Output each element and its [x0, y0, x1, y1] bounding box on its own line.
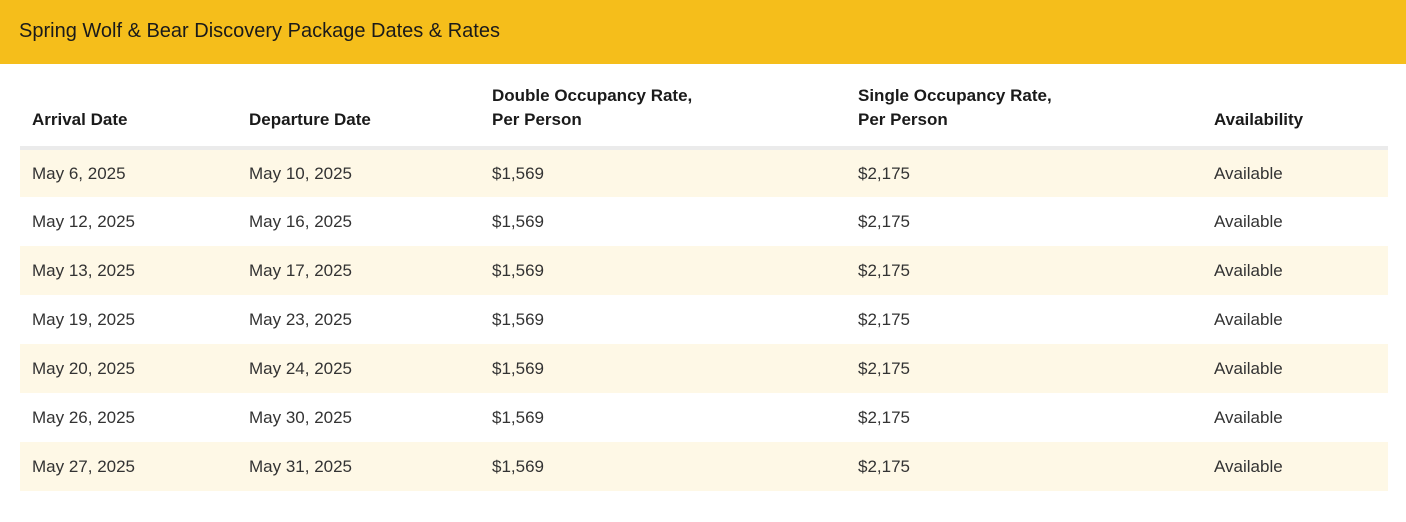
table-row: May 13, 2025 May 17, 2025 $1,569 $2,175 … [20, 246, 1388, 295]
availability-cell: Available [1202, 246, 1388, 295]
double-rate-cell: $1,569 [480, 344, 846, 393]
double-rate-cell: $1,569 [480, 148, 846, 197]
departure-date-cell: May 17, 2025 [237, 246, 480, 295]
column-header-arrival: Arrival Date [20, 64, 237, 150]
single-rate-cell: $2,175 [846, 197, 1202, 246]
single-rate-cell: $2,175 [846, 148, 1202, 197]
column-header-departure: Departure Date [237, 64, 480, 150]
availability-cell: Available [1202, 148, 1388, 197]
departure-date-cell: May 24, 2025 [237, 344, 480, 393]
single-rate-cell: $2,175 [846, 246, 1202, 295]
arrival-date-cell: May 6, 2025 [20, 148, 237, 197]
table-header-row: Arrival Date Departure Date Double Occup… [20, 64, 1388, 150]
arrival-date-cell: May 27, 2025 [20, 442, 237, 491]
departure-date-cell: May 31, 2025 [237, 442, 480, 491]
table-row: May 26, 2025 May 30, 2025 $1,569 $2,175 … [20, 393, 1388, 442]
departure-date-cell: May 16, 2025 [237, 197, 480, 246]
availability-cell: Available [1202, 393, 1388, 442]
arrival-date-cell: May 13, 2025 [20, 246, 237, 295]
arrival-date-cell: May 19, 2025 [20, 295, 237, 344]
departure-date-cell: May 23, 2025 [237, 295, 480, 344]
double-rate-cell: $1,569 [480, 393, 846, 442]
table-row: May 27, 2025 May 31, 2025 $1,569 $2,175 … [20, 442, 1388, 491]
availability-cell: Available [1202, 197, 1388, 246]
table-row: May 6, 2025 May 10, 2025 $1,569 $2,175 A… [20, 148, 1388, 197]
column-header-double-rate: Double Occupancy Rate, Per Person [480, 64, 846, 150]
double-rate-cell: $1,569 [480, 295, 846, 344]
arrival-date-cell: May 20, 2025 [20, 344, 237, 393]
departure-date-cell: May 30, 2025 [237, 393, 480, 442]
availability-cell: Available [1202, 295, 1388, 344]
double-rate-cell: $1,569 [480, 197, 846, 246]
single-rate-cell: $2,175 [846, 393, 1202, 442]
arrival-date-cell: May 26, 2025 [20, 393, 237, 442]
single-rate-cell: $2,175 [846, 344, 1202, 393]
table-row: May 20, 2025 May 24, 2025 $1,569 $2,175 … [20, 344, 1388, 393]
availability-cell: Available [1202, 344, 1388, 393]
column-header-single-rate: Single Occupancy Rate, Per Person [846, 64, 1202, 150]
page-title: Spring Wolf & Bear Discovery Package Dat… [19, 20, 500, 42]
double-rate-cell: $1,569 [480, 442, 846, 491]
single-rate-cell: $2,175 [846, 442, 1202, 491]
rates-table: Arrival Date Departure Date Double Occup… [20, 64, 1388, 491]
page-header: Spring Wolf & Bear Discovery Package Dat… [0, 0, 1406, 64]
arrival-date-cell: May 12, 2025 [20, 197, 237, 246]
departure-date-cell: May 10, 2025 [237, 148, 480, 197]
table-row: May 12, 2025 May 16, 2025 $1,569 $2,175 … [20, 197, 1388, 246]
column-header-availability: Availability [1202, 64, 1388, 150]
single-rate-cell: $2,175 [846, 295, 1202, 344]
double-rate-cell: $1,569 [480, 246, 846, 295]
availability-cell: Available [1202, 442, 1388, 491]
table-row: May 19, 2025 May 23, 2025 $1,569 $2,175 … [20, 295, 1388, 344]
